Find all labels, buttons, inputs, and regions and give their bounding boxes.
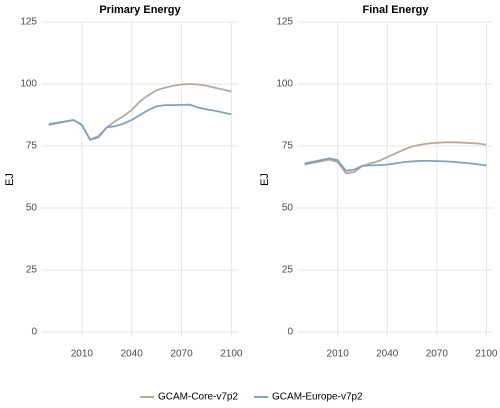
legend-label: GCAM-Europe-v7p2 <box>272 392 363 403</box>
series-line <box>48 83 232 141</box>
y-axis-label: EJ <box>4 173 16 186</box>
series-line <box>48 103 232 141</box>
y-tick-label: 75 <box>26 141 38 152</box>
x-tick-label: 2040 <box>121 349 144 360</box>
x-tick-label: 2040 <box>376 349 399 360</box>
y-tick-label: 125 <box>20 17 37 28</box>
x-tick-label: 2100 <box>220 349 243 360</box>
x-tick-label: 2010 <box>71 349 94 360</box>
y-tick-label: 125 <box>276 17 293 28</box>
panel-title: Final Energy <box>362 4 429 16</box>
panel-title: Primary Energy <box>99 4 181 16</box>
y-tick-label: 75 <box>282 141 294 152</box>
y-tick-label: 50 <box>282 203 294 214</box>
y-axis-label: EJ <box>259 173 271 186</box>
x-tick-label: 2010 <box>327 349 350 360</box>
y-tick-label: 0 <box>287 327 293 338</box>
y-tick-label: 50 <box>26 203 38 214</box>
legend-label: GCAM-Core-v7p2 <box>158 392 238 403</box>
x-tick-label: 2070 <box>170 349 193 360</box>
x-tick-label: 2100 <box>475 349 498 360</box>
y-tick-label: 0 <box>31 327 37 338</box>
legend: GCAM-Core-v7p2 GCAM-Europe-v7p2 <box>140 392 363 403</box>
y-tick-label: 25 <box>282 265 294 276</box>
series-line <box>304 141 487 175</box>
y-tick-label: 25 <box>26 265 38 276</box>
x-tick-label: 2070 <box>426 349 449 360</box>
series-line <box>304 157 487 172</box>
y-tick-label: 100 <box>276 79 293 90</box>
y-tick-label: 100 <box>20 79 37 90</box>
